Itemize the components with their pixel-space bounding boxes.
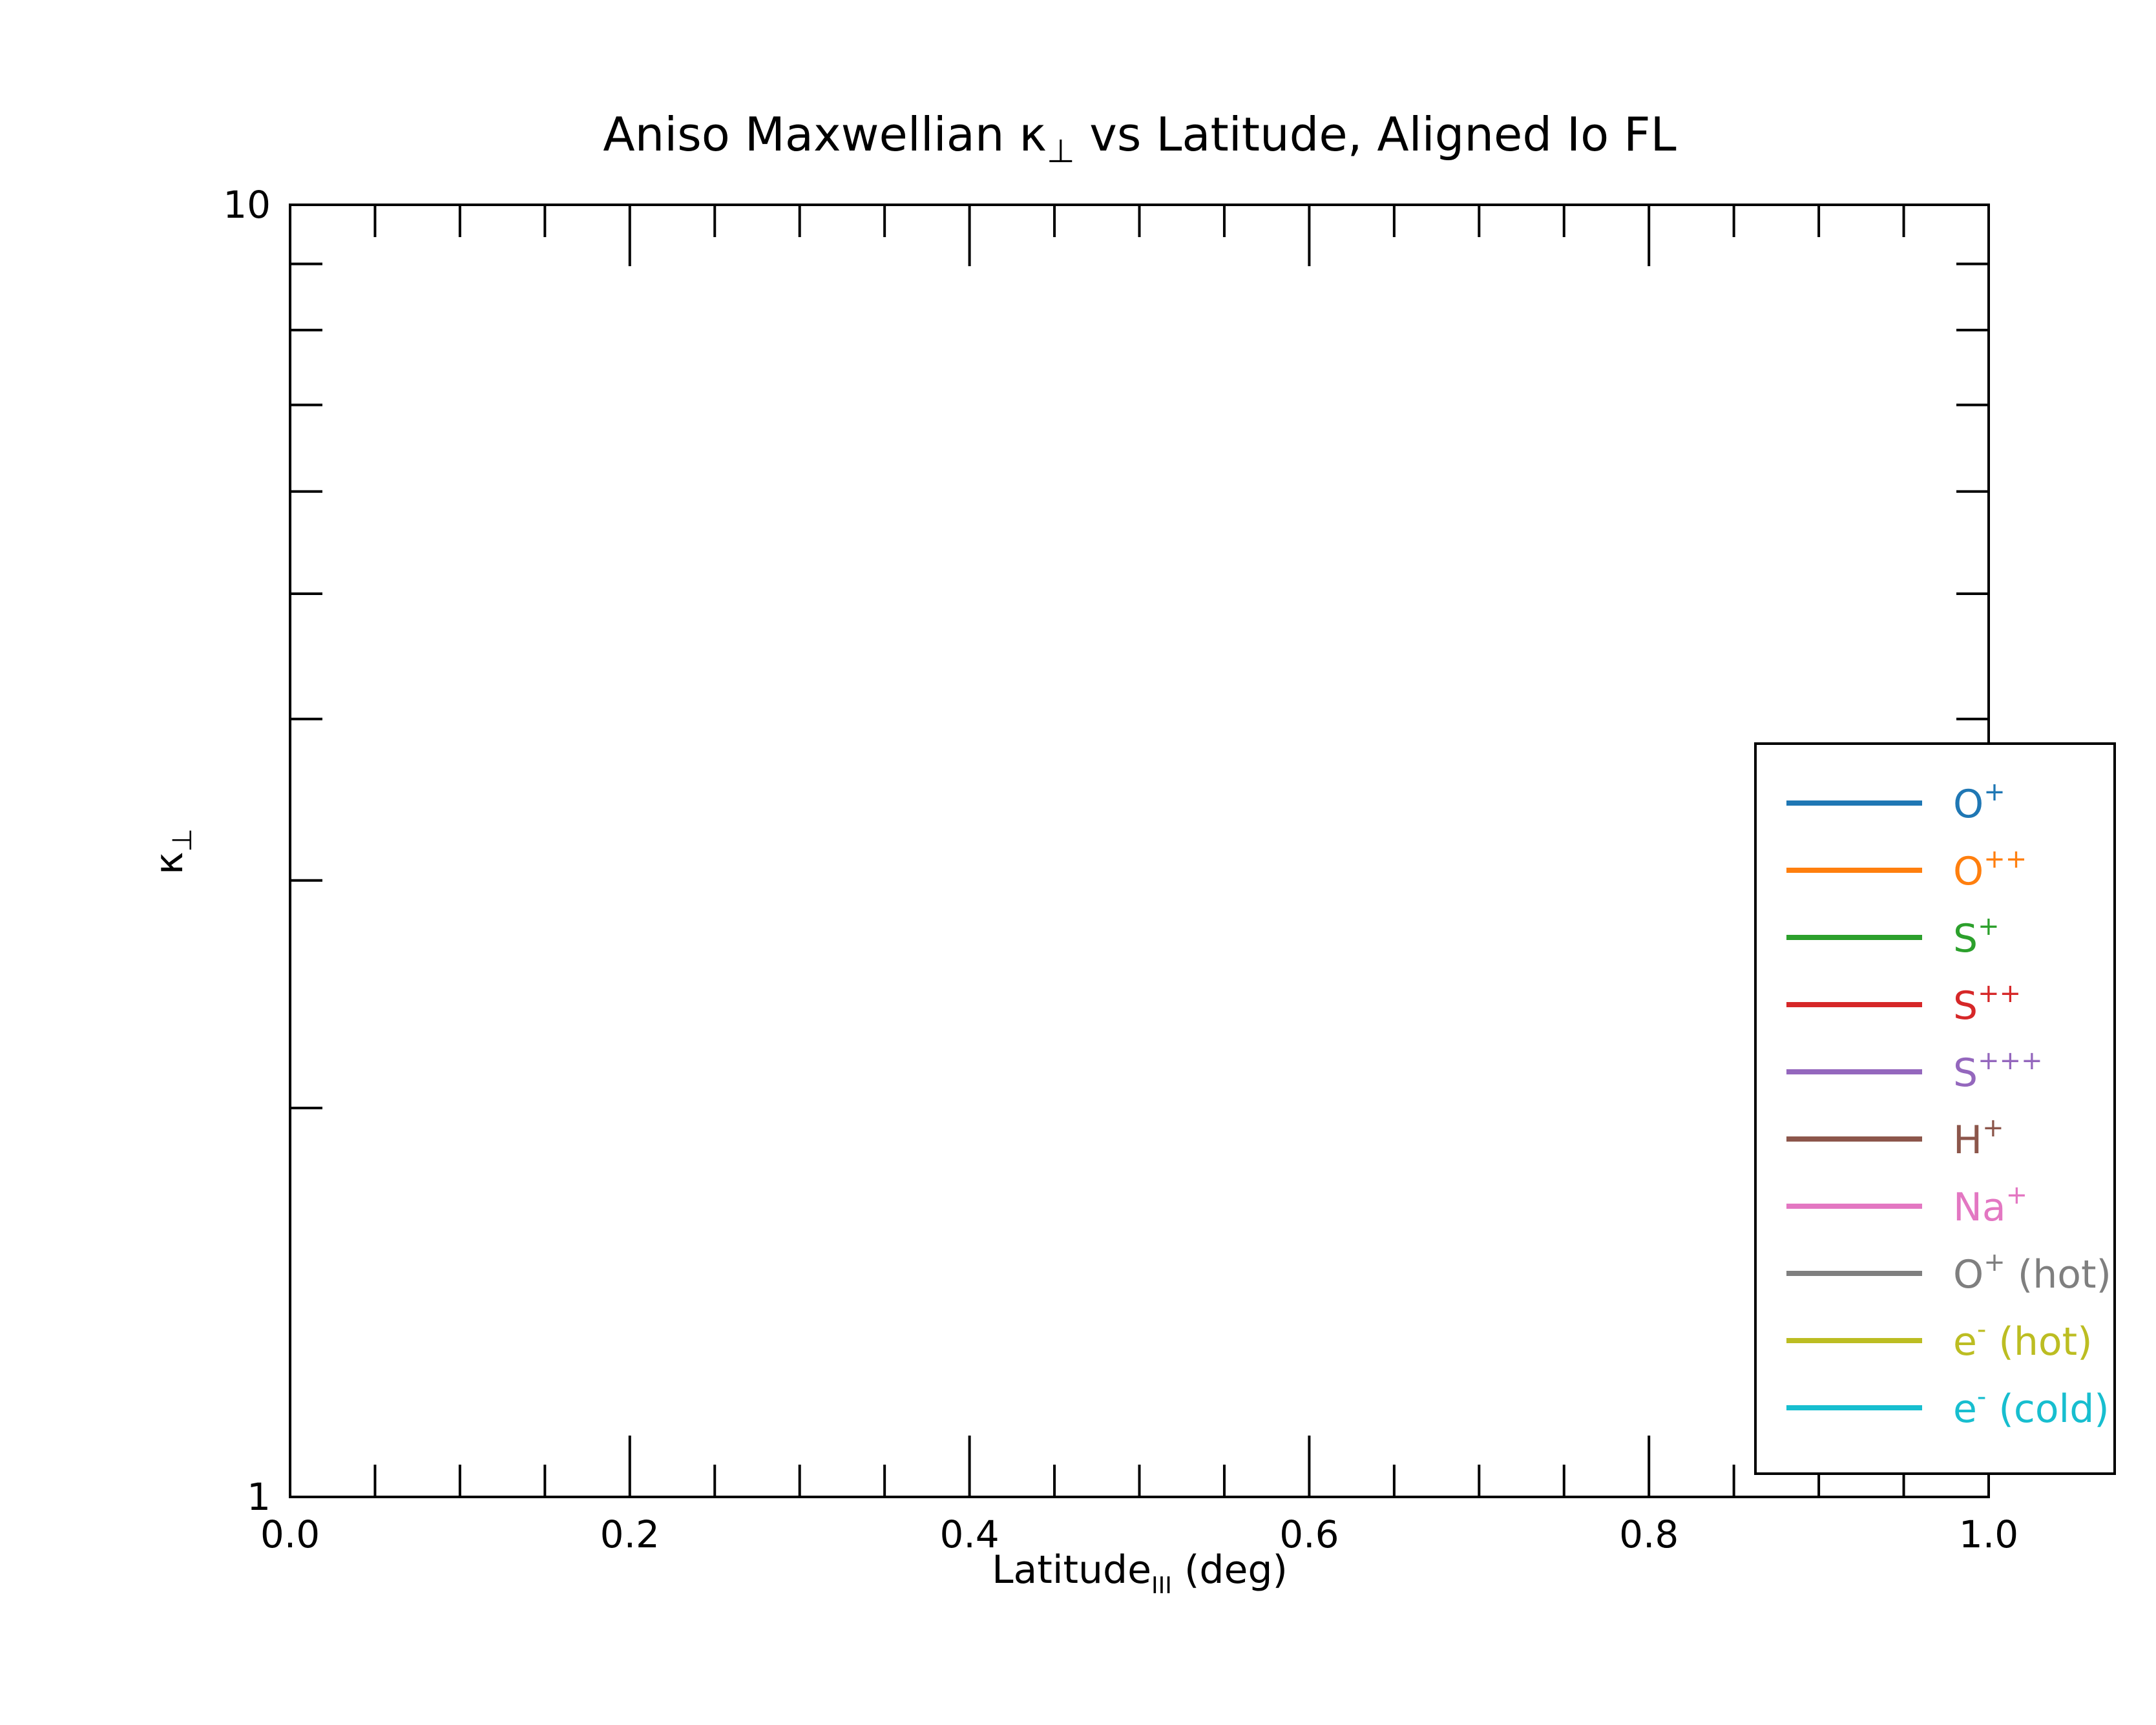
legend-item: O++: [1786, 844, 2027, 894]
legend-label: S+: [1953, 912, 2000, 961]
legend-item: O+: [1786, 777, 2005, 827]
chart-title-subscript: ⊥: [1047, 132, 1075, 170]
legend-item: Na+: [1786, 1180, 2027, 1230]
y-tick-label: 1: [247, 1475, 271, 1519]
x-tick-label: 1.0: [1959, 1512, 2018, 1556]
x-axis-label-subscript: III: [1151, 1573, 1172, 1599]
legend-label: S+++: [1953, 1046, 2043, 1096]
x-tick-label: 0.2: [600, 1512, 660, 1556]
legend-label: O++: [1953, 844, 2027, 894]
legend-item: O+ (hot): [1786, 1248, 2111, 1297]
legend-label: e- (hot): [1953, 1315, 2093, 1364]
legend-label: O+: [1953, 777, 2005, 827]
x-tick-label: 0.4: [939, 1512, 999, 1556]
axis-ticks: [290, 205, 1989, 1497]
legend-item: S+: [1786, 912, 2000, 961]
x-tick-label: 0.6: [1279, 1512, 1339, 1556]
x-tick-label: 0.8: [1619, 1512, 1679, 1556]
legend-item: e- (cold): [1786, 1382, 2109, 1432]
legend-label: H+: [1953, 1113, 2004, 1163]
x-axis-label: LatitudeIII (deg): [992, 1547, 1288, 1599]
y-axis-label: κ⊥: [147, 828, 198, 875]
legend: O+ O++ S+ S++ S+++ H+ Na+ O+ (hot) e- (hot) e- (c…: [1754, 742, 2116, 1475]
legend-label: Na+: [1953, 1180, 2027, 1230]
axis-tick-labels: 0.0 0.2 0.4 0.6 0.8 1.0 1 10: [223, 183, 2018, 1556]
legend-item: H+: [1786, 1113, 2004, 1163]
y-axis-label-subscript: ⊥: [166, 828, 198, 852]
legend-label: S++: [1953, 979, 2021, 1029]
legend-box: [1754, 742, 2116, 1475]
y-tick-label: 10: [223, 183, 271, 227]
legend-label: e- (cold): [1953, 1382, 2109, 1432]
plot-area: [289, 204, 1990, 1498]
legend-label: O+ (hot): [1953, 1248, 2111, 1297]
legend-item: S++: [1786, 979, 2021, 1029]
x-tick-label: 0.0: [260, 1512, 320, 1556]
legend-item: S+++: [1786, 1046, 2043, 1096]
chart-title: Aniso Maxwellian κ⊥ vs Latitude, Aligned…: [603, 107, 1676, 170]
legend-item: e- (hot): [1786, 1315, 2093, 1364]
